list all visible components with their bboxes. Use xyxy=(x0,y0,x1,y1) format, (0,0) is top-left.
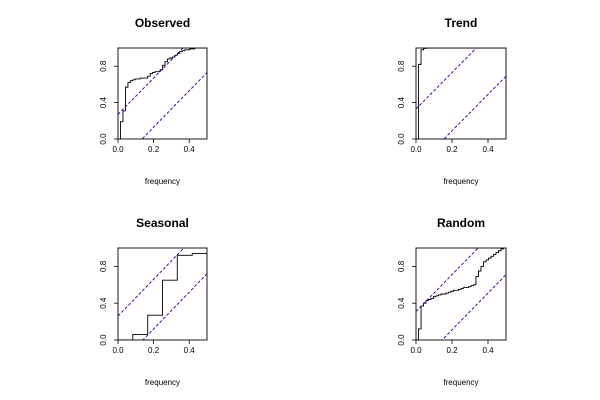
observed-x-tick-label-1: 0.2 xyxy=(148,145,160,154)
observed-panel: Observed 0.0 0.2 0.4 0.0 0.4 0.8 frequency xyxy=(99,16,208,186)
random-cumulative-periodogram-line xyxy=(416,248,506,340)
trend-x-axis-label: frequency xyxy=(443,177,478,186)
seasonal-confidence-bound-2 xyxy=(142,273,207,340)
observed-y-tick-label-2: 0.8 xyxy=(99,60,108,72)
random-y-tick-label-1: 0.4 xyxy=(397,297,406,309)
trend-y-tick-label-0: 0.0 xyxy=(397,133,406,145)
random-x-tick-label-0: 0.0 xyxy=(410,346,422,355)
trend-x-tick-label-2: 0.4 xyxy=(482,145,494,154)
trend-confidence-bound-1 xyxy=(416,48,477,110)
observed-y-tick-label-1: 0.4 xyxy=(99,96,108,108)
trend-panel: Trend 0.0 0.2 0.4 0.0 0.4 0.8 frequency xyxy=(397,16,507,186)
trend-title: Trend xyxy=(445,16,478,30)
trend-cumulative-periodogram-line xyxy=(416,48,506,139)
observed-cumulative-periodogram-line xyxy=(118,48,207,139)
seasonal-x-tick-label-1: 0.2 xyxy=(148,346,160,355)
observed-plot-frame xyxy=(117,47,208,140)
random-plot-frame xyxy=(415,247,507,341)
observed-confidence-bound-2 xyxy=(141,72,207,139)
observed-x-axis-label: frequency xyxy=(145,177,180,186)
seasonal-y-tick-label-0: 0.0 xyxy=(99,334,108,346)
random-confidence-bound-2 xyxy=(441,274,506,340)
seasonal-panel: Seasonal 0.0 0.2 0.4 0.0 0.4 0.8 frequency xyxy=(99,216,208,387)
seasonal-title: Seasonal xyxy=(136,216,189,230)
random-x-tick-label-1: 0.2 xyxy=(446,346,458,355)
random-title: Random xyxy=(437,216,485,230)
seasonal-x-axis-label: frequency xyxy=(145,378,180,387)
trend-plot-frame xyxy=(415,47,507,140)
random-y-tick-label-0: 0.0 xyxy=(397,334,406,346)
seasonal-confidence-bound-1 xyxy=(118,248,185,317)
random-x-tick-label-2: 0.4 xyxy=(482,346,494,355)
random-y-tick-label-2: 0.8 xyxy=(397,260,406,272)
seasonal-x-tick-label-0: 0.0 xyxy=(112,346,124,355)
trend-confidence-bound-2 xyxy=(443,75,506,139)
observed-y-tick-label-0: 0.0 xyxy=(99,133,108,145)
trend-x-tick-label-1: 0.2 xyxy=(446,145,458,154)
observed-title: Observed xyxy=(135,16,190,30)
seasonal-x-tick-label-2: 0.4 xyxy=(184,346,196,355)
random-panel: Random 0.0 0.2 0.4 0.0 0.4 0.8 frequency xyxy=(397,216,507,387)
seasonal-y-tick-label-2: 0.8 xyxy=(99,260,108,272)
observed-confidence-bound-1 xyxy=(118,48,184,115)
observed-x-tick-label-2: 0.4 xyxy=(184,145,196,154)
random-x-axis-label: frequency xyxy=(443,378,478,387)
seasonal-plot-frame xyxy=(117,247,208,341)
trend-y-tick-label-2: 0.8 xyxy=(397,60,406,72)
trend-y-tick-label-1: 0.4 xyxy=(397,96,406,108)
observed-x-tick-label-0: 0.0 xyxy=(112,145,124,154)
trend-x-tick-label-0: 0.0 xyxy=(410,145,422,154)
random-confidence-bound-1 xyxy=(416,248,479,312)
seasonal-cumulative-periodogram-line xyxy=(118,253,207,340)
seasonal-y-tick-label-1: 0.4 xyxy=(99,297,108,309)
